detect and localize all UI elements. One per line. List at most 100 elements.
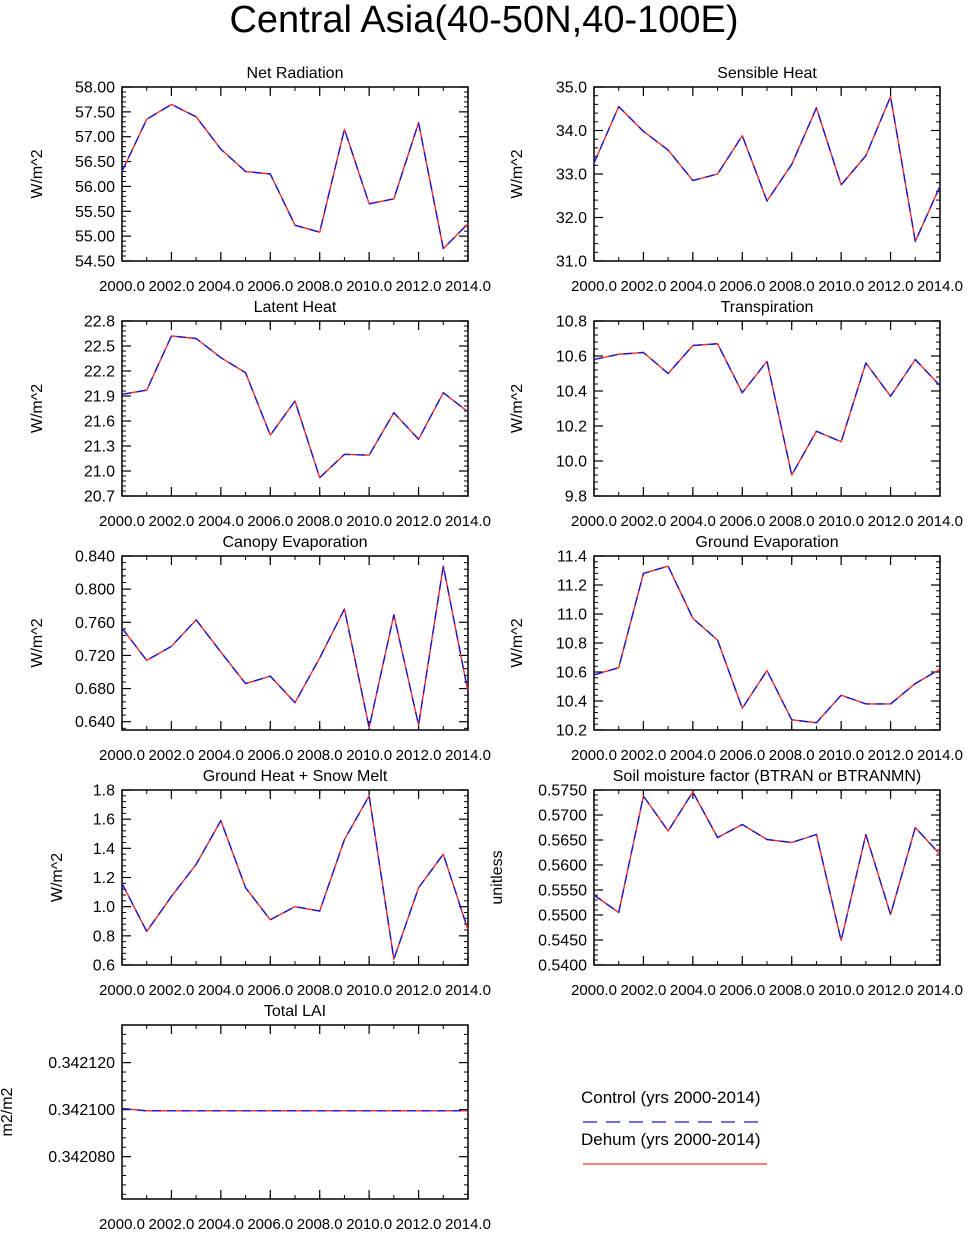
chart-panel-3: Latent Heat 2000.0 2002.0 2004.0 2006.0 2008.… — [29, 299, 491, 530]
y-tick-label: 0.640 — [75, 714, 115, 731]
x-tick-label: 2000.0 — [99, 278, 145, 295]
y-tick-label: 0.760 — [75, 615, 115, 632]
y-axis-label: W/m^2 — [509, 384, 526, 433]
x-tick-label: 2002.0 — [148, 1216, 194, 1233]
x-tick-label: 2010.0 — [346, 278, 392, 295]
x-tick-label: 2002.0 — [620, 513, 666, 530]
y-tick-label: 0.800 — [75, 582, 115, 599]
x-tick-label: 2006.0 — [719, 747, 765, 764]
y-tick-label: 33.0 — [556, 167, 587, 184]
x-tick-label: 2008.0 — [297, 1216, 343, 1233]
x-tick-label: 2002.0 — [148, 982, 194, 999]
x-tick-label: 2004.0 — [198, 1216, 244, 1233]
x-tick-label: 2014.0 — [917, 513, 963, 530]
y-tick-label: 10.2 — [556, 419, 587, 436]
y-tick-label: 57.50 — [75, 104, 115, 121]
chart-panel-1: Net Radiation 2000.0 2002.0 2004.0 2006.0 200… — [29, 65, 491, 295]
y-tick-label: 0.5700 — [538, 808, 587, 825]
x-tick-label: 2006.0 — [719, 982, 765, 999]
x-tick-label: 2006.0 — [247, 513, 293, 530]
y-tick-label: 22.2 — [84, 364, 115, 381]
series-line-dehum — [121, 795, 469, 960]
series-line-dehum — [121, 103, 469, 250]
x-tick-label: 2010.0 — [818, 982, 864, 999]
x-tick-label: 2000.0 — [571, 513, 617, 530]
x-tick-label: 2014.0 — [445, 513, 491, 530]
chart-title: Soil moisture factor (BTRAN or BTRANMN) — [613, 768, 922, 785]
series-line-control — [593, 343, 941, 476]
y-tick-label: 21.0 — [84, 464, 115, 481]
y-tick-label: 34.0 — [556, 123, 587, 140]
x-tick-label: 2002.0 — [620, 278, 666, 295]
series-line-dehum — [593, 95, 941, 243]
chart-title: Canopy Evaporation — [223, 534, 368, 551]
y-tick-label: 1.6 — [93, 812, 115, 829]
plot-frame — [121, 320, 469, 497]
page-title: Central Asia(40-50N,40-100E) — [229, 0, 739, 41]
series-line-dehum — [593, 791, 941, 942]
x-tick-label: 2010.0 — [346, 982, 392, 999]
series-line-control — [121, 103, 469, 250]
y-tick-label: 31.0 — [556, 254, 587, 271]
y-axis-label: unitless — [489, 850, 506, 904]
x-tick-label: 2004.0 — [198, 278, 244, 295]
y-axis-label: m2/m2 — [0, 1087, 16, 1136]
x-tick-label: 2006.0 — [247, 982, 293, 999]
x-tick-label: 2014.0 — [445, 982, 491, 999]
y-tick-label: 0.5600 — [538, 858, 587, 875]
legend-swatches — [583, 1121, 767, 1165]
chart-title: Ground Evaporation — [695, 534, 838, 551]
y-tick-label: 32.0 — [556, 210, 587, 227]
y-axis-label: W/m^2 — [509, 618, 526, 667]
y-tick-label: 1.0 — [93, 899, 115, 916]
series-line-dehum — [593, 565, 941, 724]
series-line-control — [121, 795, 469, 960]
x-tick-label: 2012.0 — [868, 747, 914, 764]
x-tick-label: 2002.0 — [620, 982, 666, 999]
y-tick-label: 0.720 — [75, 648, 115, 665]
plot-frame — [593, 789, 941, 966]
x-tick-label: 2006.0 — [719, 278, 765, 295]
y-tick-label: 1.2 — [93, 870, 115, 887]
x-tick-label: 2014.0 — [445, 278, 491, 295]
x-tick-label: 2004.0 — [670, 278, 716, 295]
y-axis-label: W/m^2 — [509, 149, 526, 198]
chart-panel-6: Ground Evaporation 2000.0 2002.0 2004.0 2006… — [509, 534, 963, 764]
plot-frame — [121, 1024, 469, 1200]
y-tick-label: 1.4 — [93, 841, 115, 858]
x-tick-label: 2010.0 — [346, 747, 392, 764]
y-tick-label: 1.8 — [93, 783, 115, 800]
y-tick-label: 54.50 — [75, 254, 115, 271]
x-tick-label: 2004.0 — [670, 747, 716, 764]
y-axis-label: W/m^2 — [29, 149, 46, 198]
x-tick-label: 2012.0 — [396, 982, 442, 999]
y-tick-label: 10.4 — [556, 694, 587, 711]
y-axis-label: W/m^2 — [29, 618, 46, 667]
plot-frame — [121, 86, 469, 262]
legend-control-label: Control (yrs 2000-2014) — [581, 1088, 761, 1107]
series-line-control — [593, 565, 941, 724]
series-line-control — [121, 1107, 468, 1112]
y-tick-label: 0.5750 — [538, 783, 587, 800]
y-tick-label: 21.9 — [84, 389, 115, 406]
plot-frame — [593, 86, 941, 262]
x-tick-label: 2006.0 — [719, 513, 765, 530]
x-tick-label: 2014.0 — [445, 747, 491, 764]
x-tick-label: 2000.0 — [99, 747, 145, 764]
x-tick-label: 2000.0 — [571, 982, 617, 999]
x-tick-label: 2012.0 — [396, 513, 442, 530]
x-tick-label: 2014.0 — [445, 1216, 491, 1233]
y-tick-label: 10.6 — [556, 349, 587, 366]
y-tick-label: 22.8 — [84, 314, 115, 331]
chart-title: Total LAI — [264, 1003, 326, 1020]
y-tick-label: 55.50 — [75, 204, 115, 221]
series-line-dehum — [121, 335, 469, 479]
y-tick-label: 57.00 — [75, 129, 115, 146]
plot-frame — [593, 320, 941, 497]
x-tick-label: 2002.0 — [148, 747, 194, 764]
y-tick-label: 10.8 — [556, 314, 587, 331]
y-tick-label: 10.2 — [556, 723, 587, 740]
chart-title: Ground Heat + Snow Melt — [203, 768, 388, 785]
y-tick-label: 56.00 — [75, 179, 115, 196]
